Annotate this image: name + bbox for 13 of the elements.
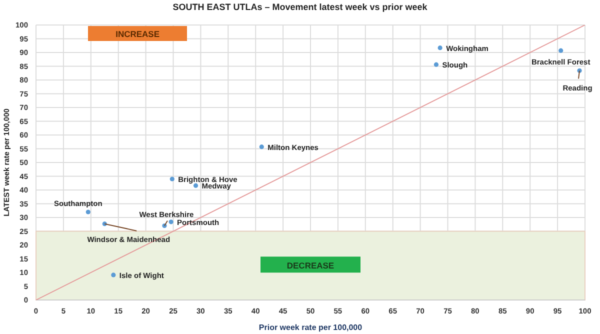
label-box: DECREASE [260, 256, 360, 273]
point [438, 46, 442, 50]
point [168, 220, 174, 224]
band-label: DECREASE [286, 260, 334, 271]
point [259, 144, 264, 150]
point [558, 48, 564, 53]
chart-title: SOUTH EAST UTLAs – Movement latest week vs prior week [172, 2, 428, 12]
x-axis-title: Prior week rate per 100,000 [258, 323, 363, 332]
label-box: INCREASE [88, 26, 187, 42]
point [86, 210, 90, 214]
point [111, 272, 116, 278]
point [170, 176, 174, 182]
point [434, 62, 439, 67]
